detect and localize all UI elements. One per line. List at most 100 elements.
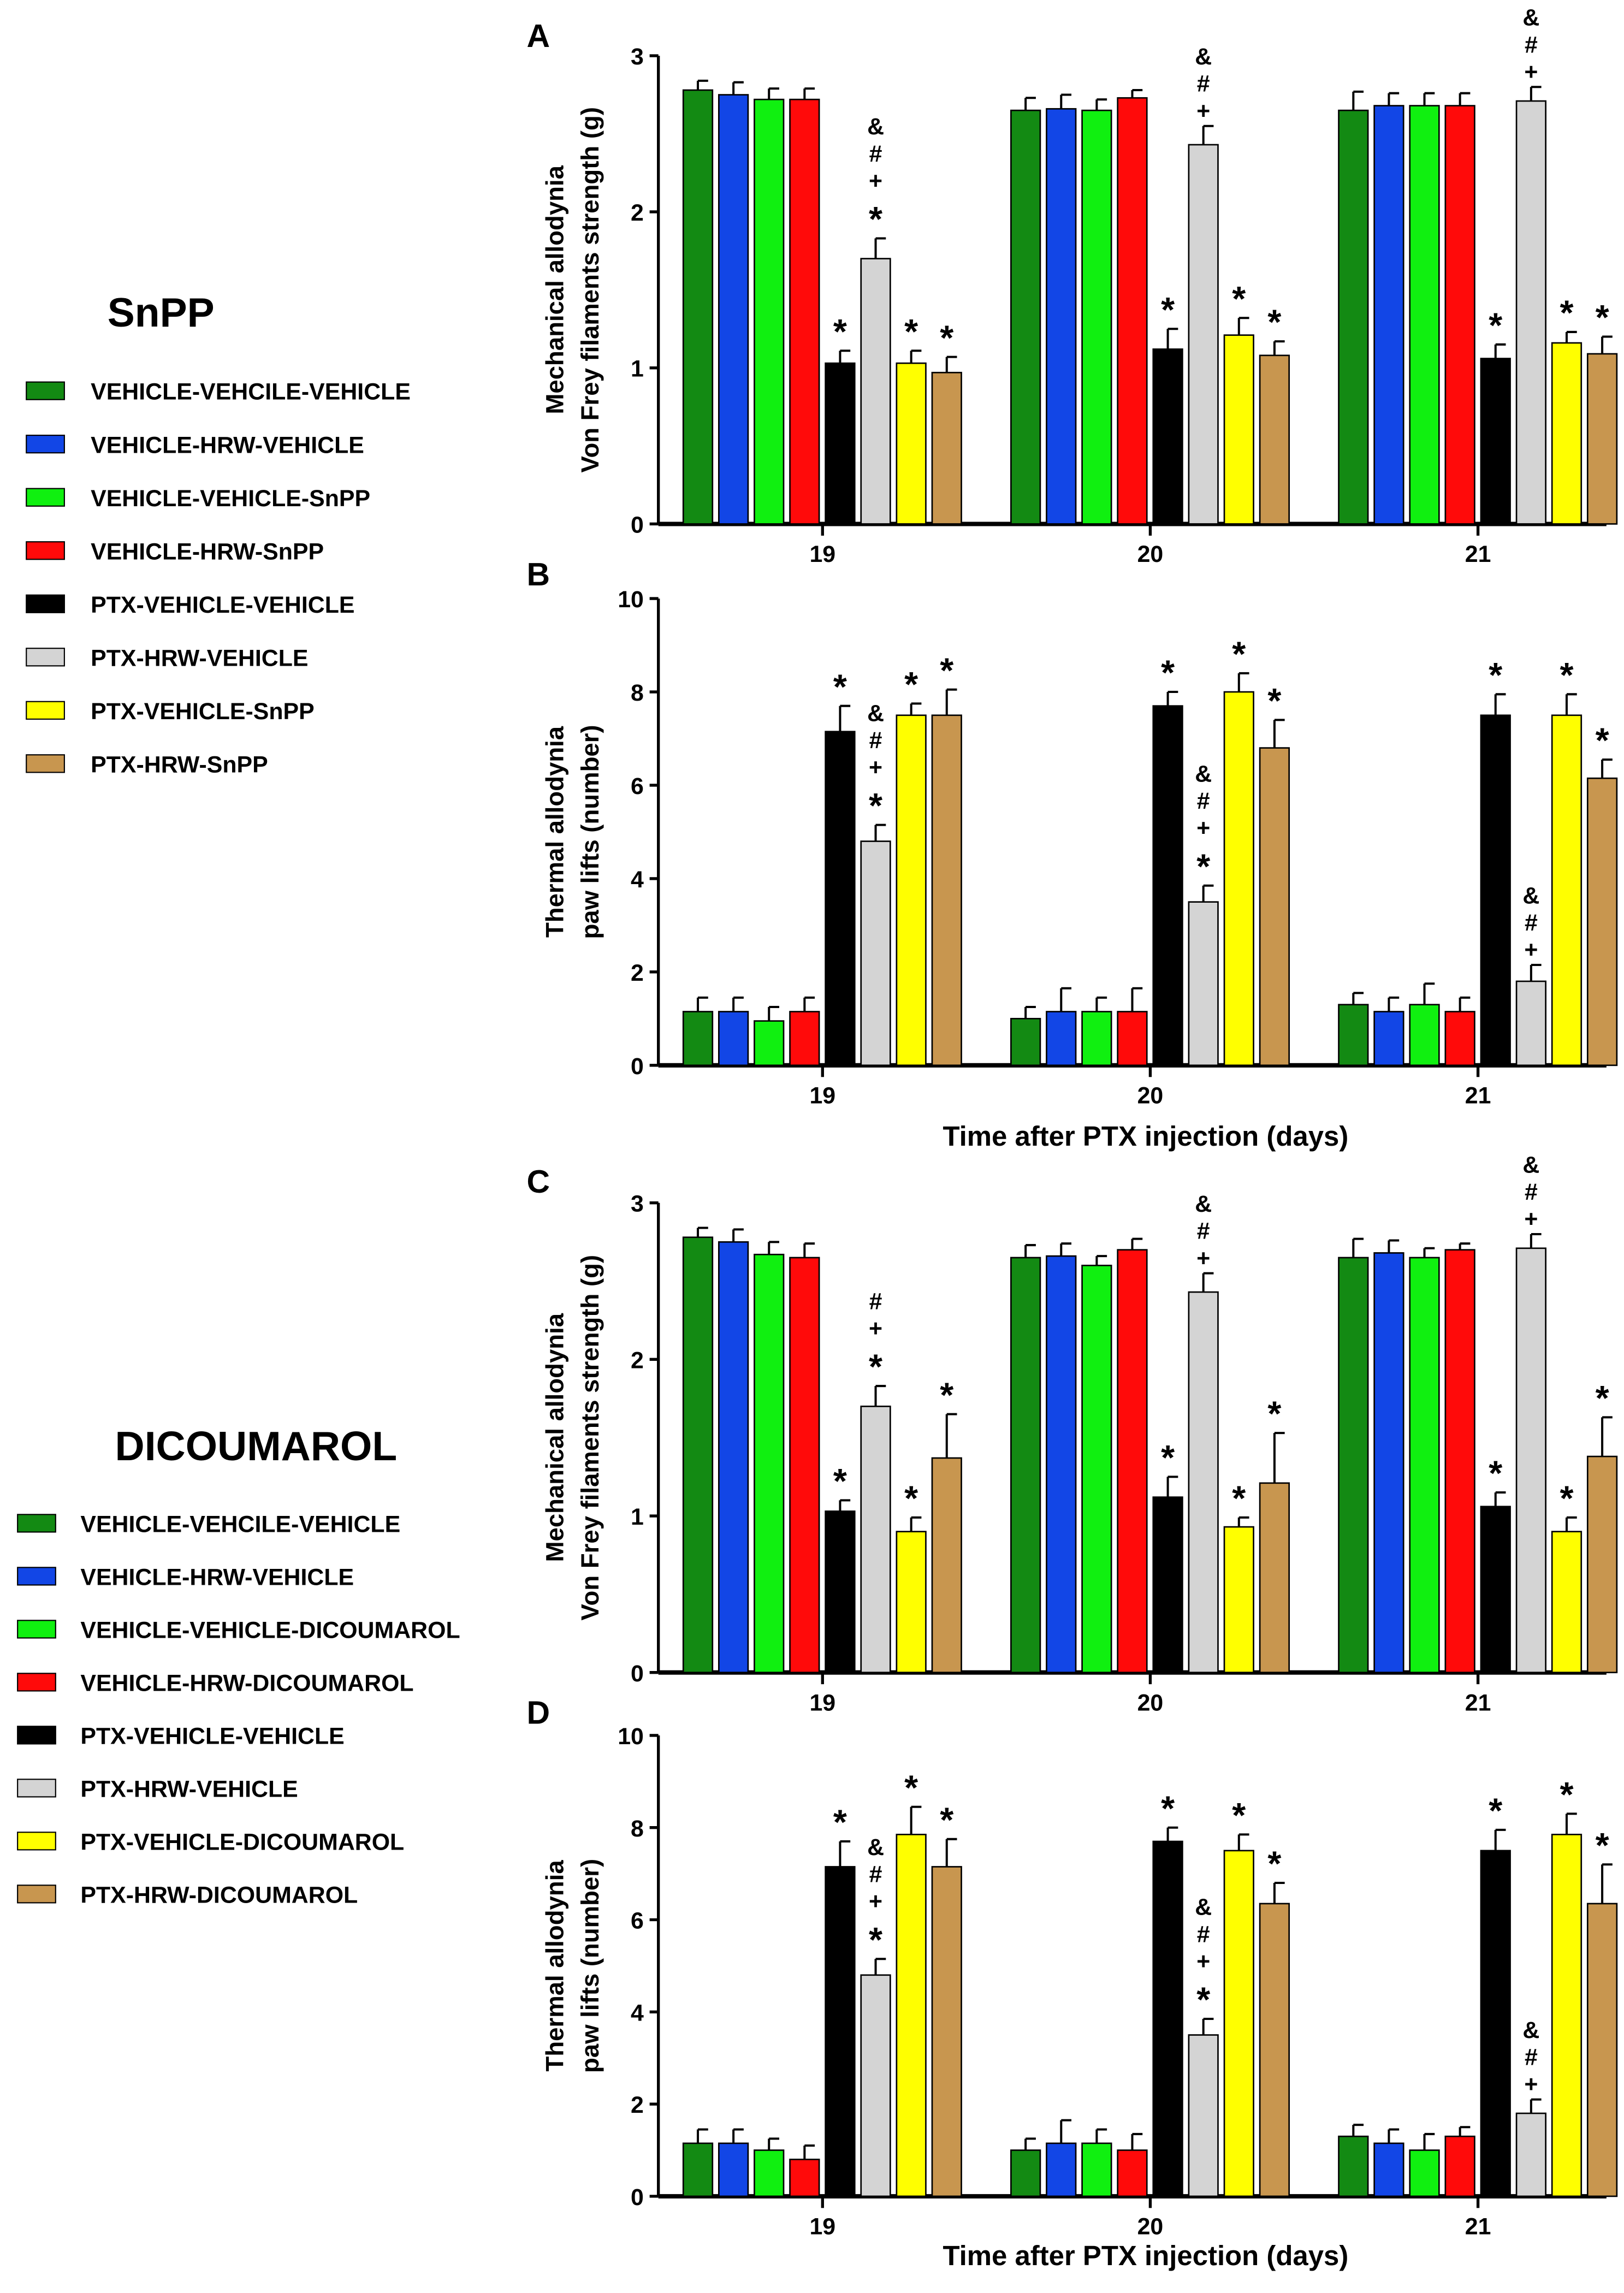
bar: [1152, 348, 1183, 525]
significance-mark: *: [1196, 1980, 1210, 2019]
y-tick-label: 8: [631, 1816, 644, 1842]
y-tick-label: 6: [631, 773, 644, 799]
x-tick-label: 21: [1465, 541, 1491, 567]
significance-mark: &: [1522, 2017, 1539, 2043]
legend-swatch: [26, 594, 65, 613]
significance-mark: +: [869, 168, 882, 194]
significance-mark: *: [1267, 1394, 1281, 1433]
bar: [1046, 2142, 1077, 2197]
bar: [1188, 1291, 1219, 1674]
significance-mark: #: [869, 1288, 882, 1314]
x-tick-label: 19: [809, 1690, 835, 1716]
bar: [1117, 97, 1148, 525]
significance-mark: #: [1197, 1218, 1210, 1245]
significance-mark: #: [1525, 32, 1538, 58]
y-tick-label: 1: [631, 356, 644, 382]
y-axis-label: Von Frey filaments strength (g): [576, 107, 604, 473]
significance-mark: &: [1195, 761, 1212, 787]
bar: [1081, 2142, 1112, 2197]
significance-mark: *: [1232, 1478, 1246, 1518]
bar: [1188, 2034, 1219, 2197]
significance-mark: #: [1525, 910, 1538, 936]
significance-mark: *: [904, 1768, 918, 1807]
significance-mark: +: [1196, 815, 1210, 842]
panel-label: D: [527, 1695, 550, 1731]
significance-mark: *: [1489, 1454, 1502, 1493]
bar: [1046, 1255, 1077, 1674]
bar: [1444, 1249, 1475, 1674]
bar: [1480, 1506, 1511, 1674]
bar: [860, 1974, 891, 2197]
legend-swatch: [26, 488, 65, 507]
bar: [896, 1531, 927, 1674]
significance-mark: *: [940, 1375, 953, 1414]
bar: [825, 1866, 856, 2197]
x-tick-label: 21: [1465, 1690, 1491, 1716]
legend-swatch: [17, 1885, 56, 1904]
significance-mark: &: [867, 1834, 884, 1861]
significance-mark: #: [869, 727, 882, 754]
bar: [825, 1510, 856, 1674]
x-tick-label: 19: [809, 541, 835, 567]
bar: [896, 1834, 927, 2197]
bar: [1409, 1004, 1440, 1066]
legend-title: SnPP: [108, 289, 215, 335]
x-axis-label: Time after PTX injection (days): [943, 2240, 1348, 2271]
bar: [1551, 1531, 1582, 1674]
panel-label: C: [527, 1164, 550, 1200]
bar: [754, 2149, 785, 2197]
bar: [1223, 1526, 1254, 1674]
bar: [718, 2142, 749, 2197]
significance-mark: &: [1522, 1152, 1539, 1178]
bar: [1409, 105, 1440, 525]
significance-mark: *: [940, 650, 953, 690]
significance-mark: *: [1596, 1378, 1609, 1418]
legend-label: VEHICLE-HRW-DICOUMAROL: [80, 1670, 413, 1696]
y-axis-label: Thermal allodynia: [541, 1860, 569, 2072]
bar: [1259, 354, 1290, 525]
significance-mark: #: [1525, 1179, 1538, 1205]
bar: [1515, 980, 1546, 1066]
bar: [1081, 1011, 1112, 1066]
significance-mark: #: [1197, 788, 1210, 814]
y-tick-label: 8: [631, 680, 644, 706]
legend-swatch: [26, 381, 65, 400]
significance-mark: *: [1560, 1775, 1573, 1814]
bar: [754, 98, 785, 525]
significance-mark: *: [1560, 1478, 1573, 1518]
x-tick-label: 19: [809, 2214, 835, 2240]
significance-mark: *: [1489, 655, 1502, 695]
panel-label: A: [527, 19, 550, 54]
bar: [682, 1236, 714, 1674]
bar: [682, 2142, 714, 2197]
y-axis-label: Mechanical allodynia: [541, 1313, 569, 1562]
legend-label: VEHICLE-VEHCILE-VEHICLE: [80, 1511, 400, 1537]
significance-mark: &: [867, 700, 884, 726]
y-tick-label: 2: [631, 200, 644, 226]
y-tick-label: 3: [631, 1191, 644, 1217]
y-tick-label: 0: [631, 2184, 644, 2211]
panel-b: B 0 2 4 6 8 10 Thermal allodynia paw lifts (numb…: [527, 557, 1618, 1152]
legend-label: PTX-VEHICLE-VEHICLE: [80, 1723, 344, 1749]
bar: [896, 714, 927, 1066]
bar: [1117, 2149, 1148, 2197]
significance-mark: *: [1161, 1788, 1175, 1828]
significance-mark: *: [1267, 303, 1281, 342]
panel-a: A 0 1 2 3 Mechanical allodynia Von Frey filame…: [527, 5, 1618, 567]
bar: [931, 1866, 962, 2197]
significance-mark: *: [833, 312, 847, 351]
bar: [1117, 1249, 1148, 1674]
bar: [896, 362, 927, 525]
significance-mark: &: [867, 114, 884, 140]
y-tick-label: 10: [618, 586, 644, 613]
bar: [931, 371, 962, 525]
bar: [1152, 1496, 1183, 1674]
significance-mark: +: [869, 1316, 882, 1342]
legend-label: VEHICLE-VEHICLE-DICOUMAROL: [80, 1617, 460, 1643]
significance-mark: *: [1232, 634, 1246, 673]
bar: [1515, 2112, 1546, 2197]
bar: [789, 98, 820, 525]
significance-mark: #: [869, 1862, 882, 1888]
bar: [1444, 105, 1475, 525]
legend-label: VEHICLE-VEHCILE-VEHICLE: [91, 379, 411, 405]
